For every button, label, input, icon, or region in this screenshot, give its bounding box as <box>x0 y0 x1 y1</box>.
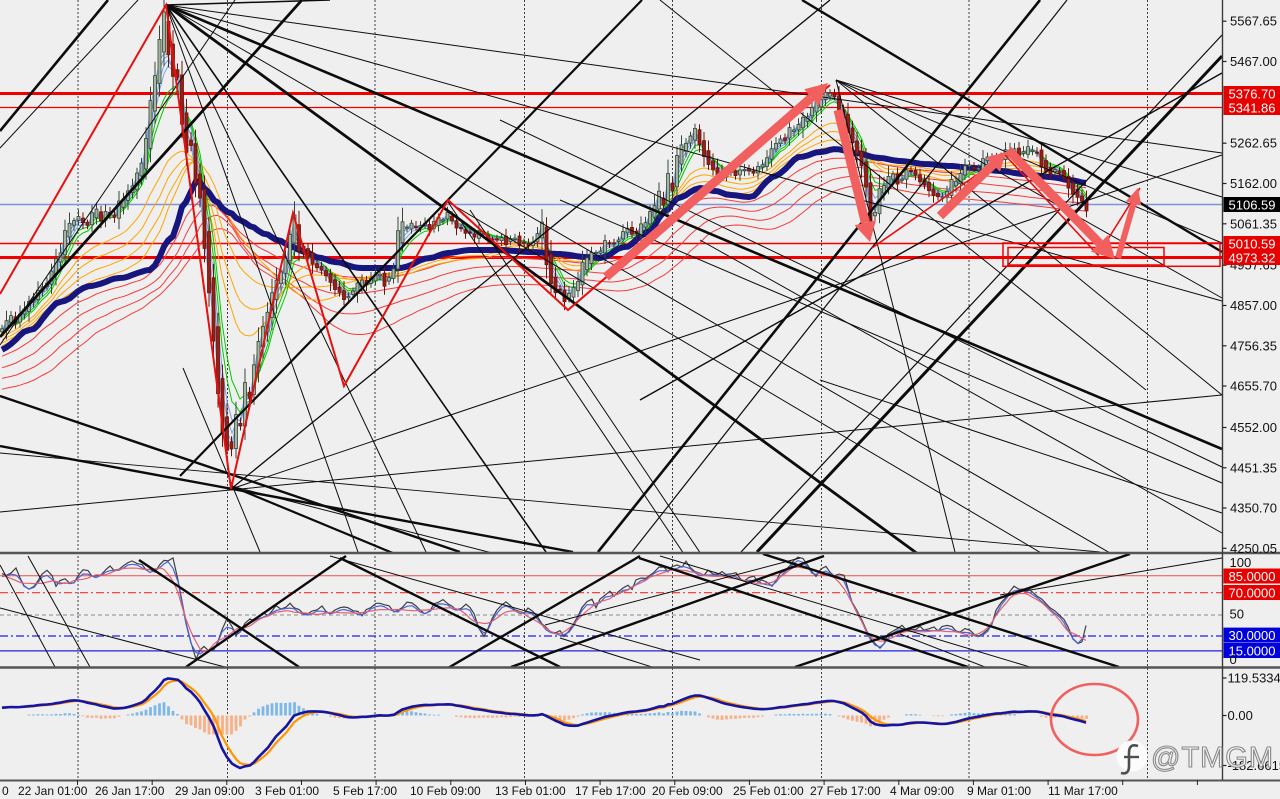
svg-text:100: 100 <box>1230 555 1252 570</box>
svg-text:5376.70: 5376.70 <box>1229 86 1276 101</box>
svg-text:85.0000: 85.0000 <box>1229 569 1276 584</box>
svg-text:5567.65: 5567.65 <box>1230 14 1277 29</box>
svg-text:11 Mar 17:00: 11 Mar 17:00 <box>1048 784 1118 798</box>
svg-text:0: 0 <box>1230 652 1237 667</box>
svg-text:5162.00: 5162.00 <box>1230 176 1277 191</box>
svg-text:4857.00: 4857.00 <box>1230 298 1277 313</box>
svg-text:13 Feb 01:00: 13 Feb 01:00 <box>495 784 566 798</box>
svg-text:4 Mar 09:00: 4 Mar 09:00 <box>890 784 954 798</box>
svg-text:119.5334: 119.5334 <box>1228 671 1280 686</box>
svg-text:4655.70: 4655.70 <box>1230 379 1277 394</box>
svg-text:27 Feb 17:00: 27 Feb 17:00 <box>810 784 881 798</box>
svg-text:4756.35: 4756.35 <box>1230 338 1277 353</box>
svg-text:20 Feb 09:00: 20 Feb 09:00 <box>652 784 723 798</box>
svg-text:15.0000: 15.0000 <box>1229 643 1276 658</box>
svg-text:5 Feb 17:00: 5 Feb 17:00 <box>333 784 397 798</box>
svg-text:17 Feb 17:00: 17 Feb 17:00 <box>575 784 646 798</box>
svg-text:25 Feb 01:00: 25 Feb 01:00 <box>733 784 804 798</box>
svg-text:70.0000: 70.0000 <box>1229 585 1276 600</box>
svg-text:0: 0 <box>2 784 9 798</box>
svg-text:5010.59: 5010.59 <box>1229 236 1276 251</box>
svg-text:3 Feb 01:00: 3 Feb 01:00 <box>255 784 319 798</box>
svg-text:4451.35: 4451.35 <box>1230 460 1277 475</box>
svg-text:30.0000: 30.0000 <box>1229 628 1276 643</box>
svg-text:@TMGM: @TMGM <box>1151 742 1274 774</box>
svg-text:4973.32: 4973.32 <box>1229 250 1276 265</box>
svg-text:5467.00: 5467.00 <box>1230 54 1277 69</box>
svg-text:5106.59: 5106.59 <box>1229 197 1276 212</box>
svg-text:10 Feb 09:00: 10 Feb 09:00 <box>410 784 481 798</box>
svg-text:-182.6615: -182.6615 <box>1228 758 1280 773</box>
svg-text:29 Jan 09:00: 29 Jan 09:00 <box>175 784 245 798</box>
svg-text:0.00: 0.00 <box>1228 708 1253 723</box>
svg-text:50: 50 <box>1230 606 1244 621</box>
svg-text:5061.35: 5061.35 <box>1230 216 1277 231</box>
svg-text:9 Mar 01:00: 9 Mar 01:00 <box>967 784 1031 798</box>
svg-text:26 Jan 17:00: 26 Jan 17:00 <box>95 784 165 798</box>
svg-text:22 Jan 01:00: 22 Jan 01:00 <box>18 784 88 798</box>
svg-text:5341.86: 5341.86 <box>1229 100 1276 115</box>
svg-text:5262.65: 5262.65 <box>1230 136 1277 151</box>
svg-text:4250.05: 4250.05 <box>1230 541 1277 556</box>
svg-text:4552.00: 4552.00 <box>1230 420 1277 435</box>
svg-text:4350.70: 4350.70 <box>1230 501 1277 516</box>
